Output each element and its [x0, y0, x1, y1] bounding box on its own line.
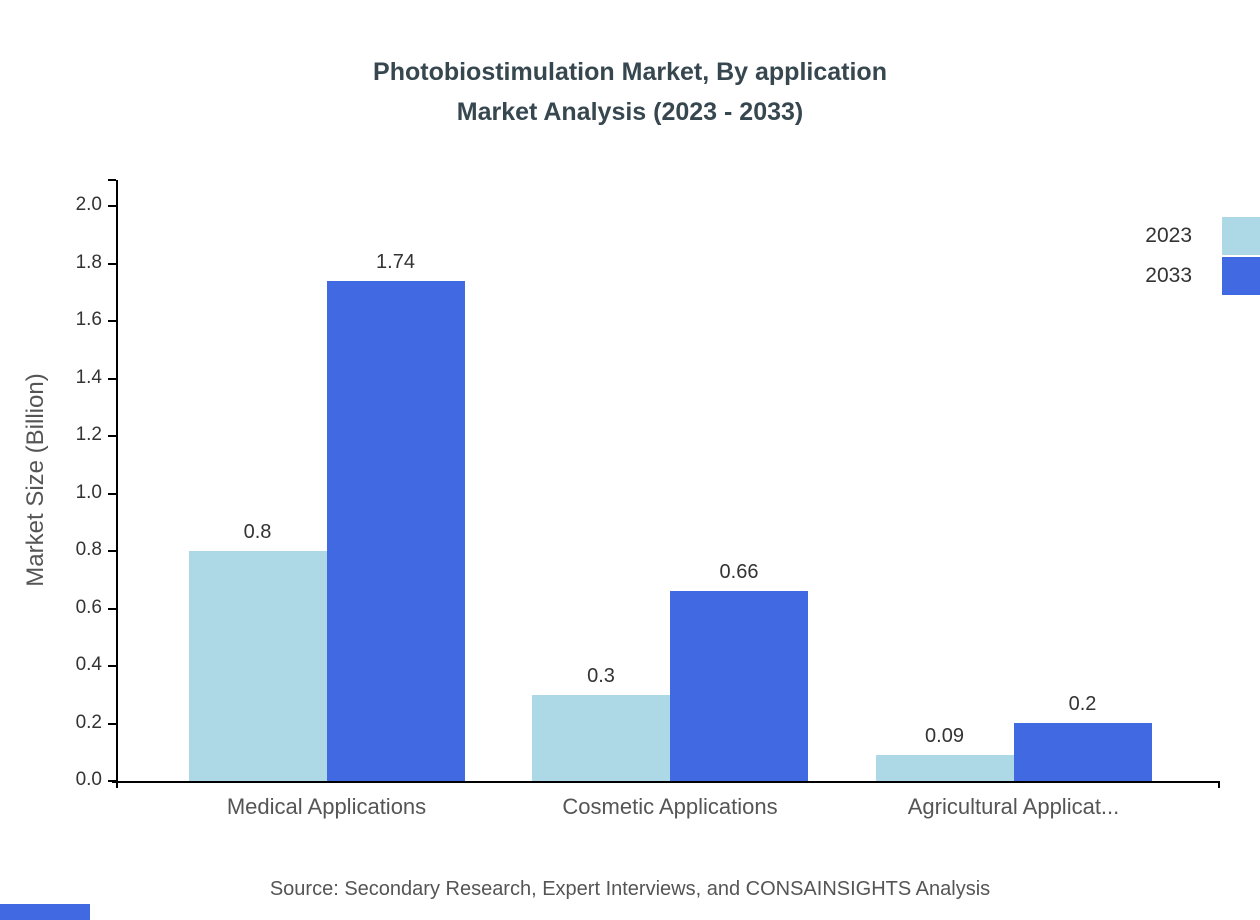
- legend-label: 2033: [1145, 264, 1192, 287]
- bar-value-label: 0.8: [243, 521, 272, 543]
- bar-value-label: 0.3: [587, 665, 615, 687]
- y-axis-tick-label: 1.4: [75, 366, 102, 388]
- x-axis-category-label: Medical Applications: [226, 794, 427, 819]
- bar-2023-category-2: [875, 755, 1014, 781]
- y-axis-line: [116, 180, 118, 786]
- chart-title-line1: Photobiostimulation Market, By applicati…: [373, 58, 887, 86]
- axis-end-tick: [116, 781, 118, 788]
- y-axis-tick: [108, 435, 116, 437]
- x-axis-category-label: Agricultural Applicat...: [907, 794, 1120, 819]
- source-note: Source: Secondary Research, Expert Inter…: [269, 878, 991, 900]
- bar-2033-category-2: [1013, 723, 1152, 781]
- legend-item-2023: 2023: [1145, 216, 1260, 256]
- y-axis-tick-label: 0.4: [75, 654, 102, 675]
- bar-value-label: 0.09: [925, 725, 964, 747]
- bar-2033-category-1: [670, 591, 808, 781]
- legend-swatch: [1222, 257, 1260, 295]
- axis-end-tick: [108, 179, 116, 181]
- y-axis-tick-label: 1.8: [75, 251, 102, 273]
- chart-title: Photobiostimulation Market, By applicati…: [0, 52, 1260, 132]
- y-axis-tick: [108, 262, 116, 265]
- y-axis-tick: [108, 320, 116, 322]
- y-axis-tick-label: 2.0: [75, 194, 102, 215]
- bar-2023-category-1: [532, 695, 670, 781]
- legend: 2023 2033: [1145, 216, 1260, 296]
- legend-swatch: [1222, 217, 1260, 255]
- y-axis-tick: [108, 780, 116, 782]
- bar-value-label: 0.66: [719, 561, 759, 583]
- x-axis-line: [112, 781, 1220, 783]
- y-axis-tick-label: 1.2: [75, 424, 102, 445]
- bar-value-label: 1.74: [376, 251, 415, 273]
- y-axis-tick-label: 0.0: [75, 769, 102, 790]
- y-axis-tick: [108, 377, 116, 380]
- y-axis-tick: [108, 205, 116, 207]
- bar-2033-category-0: [326, 281, 465, 781]
- y-axis-tick-label: 1.0: [75, 481, 102, 503]
- y-axis-tick: [108, 550, 116, 552]
- legend-label: 2023: [1145, 224, 1192, 247]
- y-axis-tick: [108, 722, 116, 725]
- y-axis-tick-label: 0.2: [75, 711, 102, 733]
- y-axis-tick-label: 0.6: [75, 596, 102, 618]
- y-axis-tick: [108, 665, 116, 667]
- axis-end-tick: [1218, 781, 1220, 788]
- bar-2023-category-0: [188, 551, 327, 781]
- x-axis-category-label: Cosmetic Applications: [562, 794, 778, 819]
- chart-title-line2: Market Analysis (2023 - 2033): [456, 98, 804, 126]
- watermark-logo: [0, 904, 90, 920]
- y-axis-tick: [108, 492, 116, 495]
- legend-item-2033: 2033: [1145, 256, 1260, 296]
- y-axis-tick-label: 0.8: [75, 539, 102, 560]
- bar-value-label: 0.2: [1068, 693, 1097, 715]
- y-axis-tick-label: 1.6: [75, 309, 102, 330]
- y-axis-tick: [108, 607, 116, 610]
